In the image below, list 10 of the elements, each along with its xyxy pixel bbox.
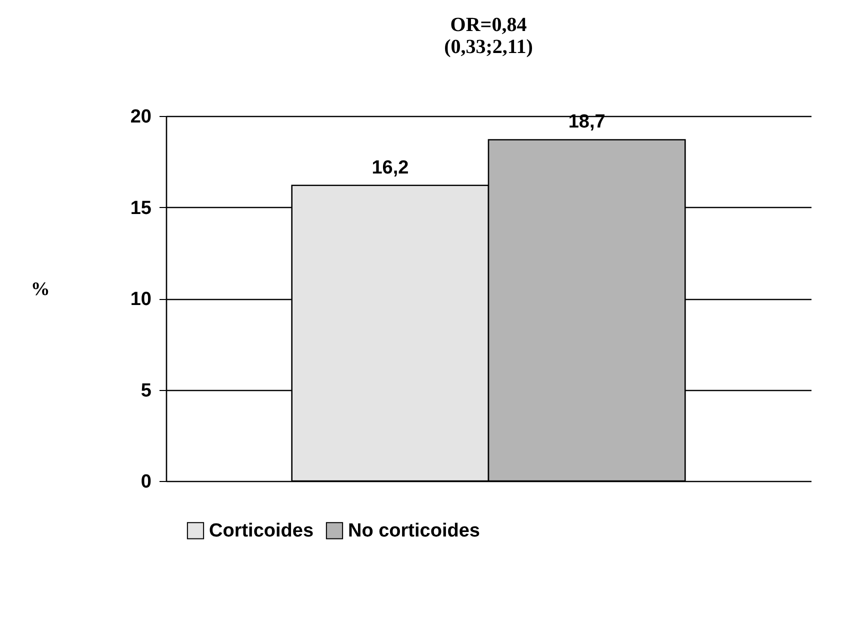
legend-label: No corticoides [348, 520, 480, 542]
y-tick-label: 5 [140, 380, 152, 402]
y-tick-label: 20 [130, 106, 152, 128]
y-tick-label: 0 [140, 472, 152, 492]
data-label: 16,2 [372, 157, 409, 178]
y-axis-title: % [30, 279, 50, 300]
legend-label: Corticoides [209, 520, 314, 542]
y-tick-label: 10 [130, 289, 152, 310]
chart-title: OR=0,84 (0,33;2,11) [444, 14, 533, 58]
y-tick-label: 15 [130, 198, 152, 219]
